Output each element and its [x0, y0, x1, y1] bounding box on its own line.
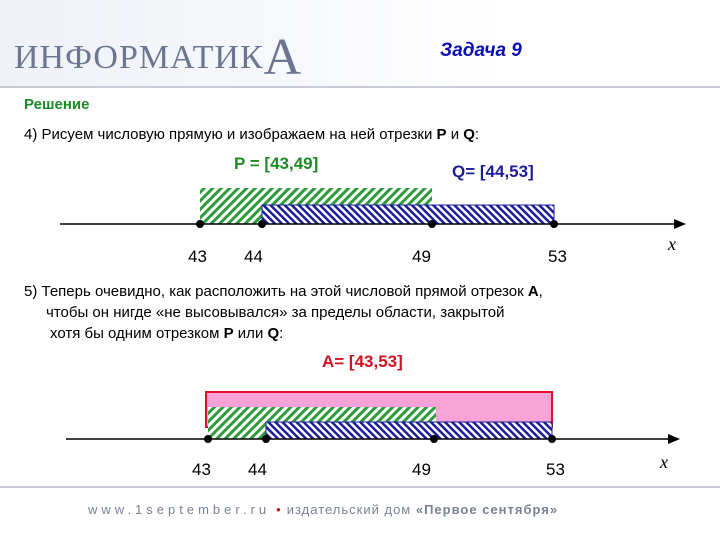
step5-line3-prefix: хотя бы одним отрезком	[50, 325, 224, 342]
axis-arrow-2	[668, 434, 680, 444]
step4-suffix: :	[474, 126, 480, 143]
tick-point-1-49	[428, 220, 436, 228]
logo: ИНФОРМАТИКА	[14, 22, 302, 86]
axis-label-1: x	[667, 234, 676, 254]
step5-line3-or: или	[233, 325, 268, 342]
step5-line3: хотя бы одним отрезком P или Q:	[50, 325, 283, 342]
step4-p: P	[436, 126, 447, 143]
footer-divider	[0, 486, 720, 488]
tick-label-1-43: 43	[188, 247, 207, 266]
tick-label-1-53: 53	[548, 247, 567, 266]
q-segment-1	[261, 204, 555, 225]
step5-line1-prefix: 5) Теперь очевидно, как расположить на э…	[24, 283, 528, 300]
step5-line1-suffix: ,	[538, 283, 543, 300]
tick-point-2-53	[548, 435, 556, 443]
step5-line3-suffix: :	[279, 325, 284, 342]
step4-prefix: 4) Рисуем числовую прямую и изображаем н…	[24, 126, 437, 143]
step5-line2: чтобы он нигде «не высовывался» за преде…	[46, 304, 505, 321]
step4-q: Q	[463, 126, 475, 143]
tick-point-2-43	[204, 435, 212, 443]
tick-label-1-49: 49	[412, 247, 431, 266]
step4-text: 4) Рисуем числовую прямую и изображаем н…	[24, 126, 479, 143]
header-divider	[0, 86, 720, 88]
tick-label-1-44: 44	[244, 247, 263, 266]
q-segment-label: Q= [44,53]	[452, 162, 534, 181]
tick-label-2-53: 53	[546, 460, 565, 479]
tick-label-2-44: 44	[248, 460, 267, 479]
footer: www.1september.ru • издательский дом «Перв…	[88, 502, 558, 517]
logo-main: ИНФОРМАТИК	[14, 39, 264, 76]
axis-label-2: x	[659, 452, 668, 472]
footer-publisher: издательский дом	[286, 502, 416, 517]
logo-last-letter: А	[263, 29, 303, 86]
tick-point-1-43	[196, 220, 204, 228]
solution-heading: Решение	[24, 96, 90, 113]
page-title: Задача 9	[440, 40, 522, 61]
axis-arrow-1	[674, 219, 686, 229]
footer-brand: «Первое сентября»	[415, 502, 559, 517]
q-segment-2	[265, 421, 553, 440]
step5-line3-q: Q	[267, 325, 280, 342]
step5-line3-p: P	[223, 325, 234, 342]
tick-point-2-49	[430, 435, 438, 443]
tick-point-2-44	[262, 435, 270, 443]
tick-point-1-44	[258, 220, 266, 228]
tick-point-1-53	[550, 220, 558, 228]
step5-line1: 5) Теперь очевидно, как расположить на э…	[24, 283, 543, 300]
p-segment-label: P = [43,49]	[234, 154, 319, 173]
tick-label-2-43: 43	[192, 460, 211, 479]
a-segment-label: A= [43,53]	[322, 352, 403, 371]
tick-label-2-49: 49	[412, 460, 431, 479]
footer-site[interactable]: www.1september.ru	[88, 502, 271, 517]
step4-and: и	[446, 126, 464, 143]
header-background	[0, 0, 720, 88]
footer-separator: •	[276, 502, 281, 517]
step5-line1-a: A	[527, 283, 539, 300]
